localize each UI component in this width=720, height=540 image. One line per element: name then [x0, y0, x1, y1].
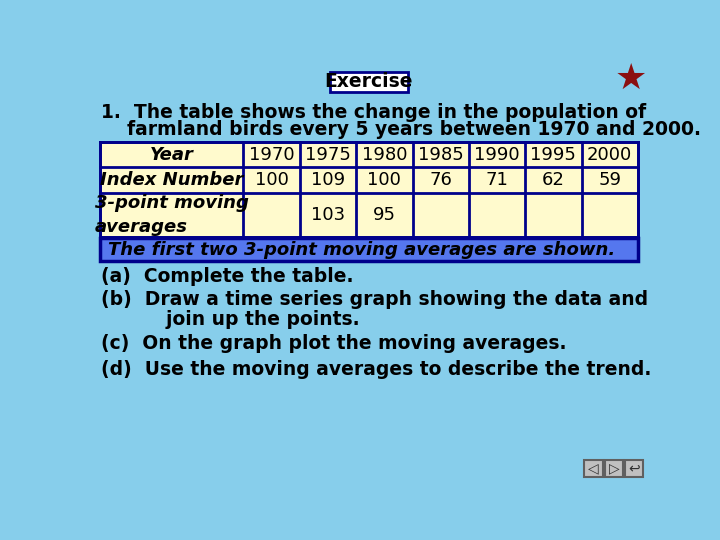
Bar: [100, 142, 638, 237]
Text: 1995: 1995: [531, 145, 576, 164]
Text: 76: 76: [429, 171, 452, 189]
Bar: [605, 460, 624, 477]
Text: 62: 62: [542, 171, 564, 189]
Text: Exercise: Exercise: [325, 72, 413, 91]
Text: 95: 95: [373, 206, 396, 224]
Text: ▷: ▷: [608, 461, 619, 475]
Text: 1.  The table shows the change in the population of: 1. The table shows the change in the pop…: [101, 103, 646, 122]
Bar: [100, 238, 638, 261]
Text: 109: 109: [311, 171, 345, 189]
Text: join up the points.: join up the points.: [101, 310, 359, 329]
Text: farmland birds every 5 years between 1970 and 2000.: farmland birds every 5 years between 197…: [101, 120, 701, 139]
Text: 1990: 1990: [474, 145, 520, 164]
Text: 1980: 1980: [361, 145, 407, 164]
Text: 100: 100: [367, 171, 401, 189]
Text: 59: 59: [598, 171, 621, 189]
Text: 103: 103: [311, 206, 345, 224]
Text: (a)  Complete the table.: (a) Complete the table.: [101, 267, 354, 286]
Text: 2000: 2000: [587, 145, 632, 164]
Text: ◁: ◁: [588, 461, 599, 475]
Text: Year: Year: [150, 145, 194, 164]
Text: 1970: 1970: [249, 145, 294, 164]
Text: 1985: 1985: [418, 145, 464, 164]
Text: (c)  On the graph plot the moving averages.: (c) On the graph plot the moving average…: [101, 334, 567, 353]
Text: 3-point moving
averages: 3-point moving averages: [95, 194, 248, 236]
Text: 71: 71: [485, 171, 508, 189]
Bar: [585, 460, 603, 477]
Bar: [330, 72, 408, 92]
Text: (b)  Draw a time series graph showing the data and: (b) Draw a time series graph showing the…: [101, 291, 648, 309]
Text: ★: ★: [615, 62, 647, 96]
Text: The first two 3-point moving averages are shown.: The first two 3-point moving averages ar…: [108, 241, 615, 259]
Text: 1975: 1975: [305, 145, 351, 164]
Text: (d)  Use the moving averages to describe the trend.: (d) Use the moving averages to describe …: [101, 360, 651, 379]
Text: ↩: ↩: [629, 461, 640, 475]
Text: 100: 100: [255, 171, 289, 189]
Text: Index Number: Index Number: [100, 171, 243, 189]
Bar: [625, 460, 644, 477]
